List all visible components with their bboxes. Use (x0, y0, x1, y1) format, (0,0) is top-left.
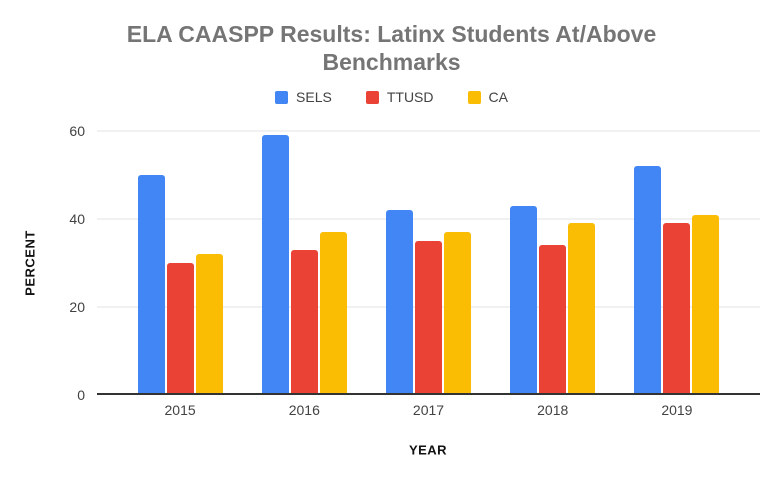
bar-ca-2016 (319, 232, 347, 395)
legend-item-sels: SELS (275, 89, 332, 105)
bar-group-2019 (615, 131, 739, 395)
bar-group-2016 (242, 131, 366, 395)
y-tick-label-0: 0 (77, 387, 85, 403)
legend-swatch-sels-icon (275, 90, 289, 104)
legend-item-ttusd: TTUSD (365, 89, 434, 105)
chart-title: ELA CAASPP Results: Latinx Students At/A… (126, 21, 657, 75)
legend: SELS TTUSD CA (0, 89, 783, 105)
x-tick-label-2015: 2015 (164, 402, 196, 418)
bar-sels-2016 (261, 135, 289, 395)
y-tick-label-20: 20 (69, 299, 85, 316)
gridline-40 (97, 218, 760, 220)
bar-group-2018 (491, 131, 615, 395)
legend-swatch-ca-icon (467, 90, 481, 104)
bar-group-2017 (366, 131, 490, 395)
bar-ca-2019 (692, 214, 720, 395)
bar-ttusd-2019 (663, 223, 691, 395)
bar-ca-2015 (195, 254, 223, 395)
plot-area: 0 20 40 60 2015 2016 2017 2018 2019 (69, 123, 760, 418)
bar-sels-2017 (386, 210, 413, 395)
bar-ca-2018 (568, 223, 596, 395)
bar-sels-2015 (137, 175, 165, 395)
y-tick-label-60: 60 (69, 123, 85, 139)
x-tick-label-2017: 2017 (412, 402, 445, 418)
y-tick-label-40: 40 (69, 211, 85, 228)
legend-swatch-ttusd-icon (365, 90, 379, 104)
legend-label-sels: SELS (296, 89, 332, 105)
bar-groups (97, 131, 760, 395)
bar-ttusd-2016 (290, 249, 318, 395)
x-tick-label-2016: 2016 (288, 402, 320, 418)
bar-group-2015 (118, 131, 242, 395)
bar-ttusd-2018 (539, 245, 567, 395)
bar-ttusd-2015 (166, 263, 194, 395)
x-axis-line (97, 393, 760, 395)
x-tick-label-2019: 2019 (661, 402, 693, 418)
x-tick-label-2018: 2018 (537, 402, 569, 418)
gridline-60 (97, 130, 760, 132)
x-axis-ticks: 2015 2016 2017 2018 2019 (97, 402, 760, 418)
legend-item-ca: CA (467, 89, 508, 105)
x-axis-title: YEAR (408, 442, 448, 458)
bar-ttusd-2017 (415, 241, 442, 395)
bar-sels-2018 (510, 205, 538, 395)
bar-ca-2017 (444, 232, 471, 395)
legend-label-ttusd: TTUSD (386, 89, 434, 105)
y-axis-title: PERCENT (22, 230, 38, 296)
legend-label-ca: CA (488, 89, 508, 105)
bar-sels-2019 (634, 166, 662, 395)
